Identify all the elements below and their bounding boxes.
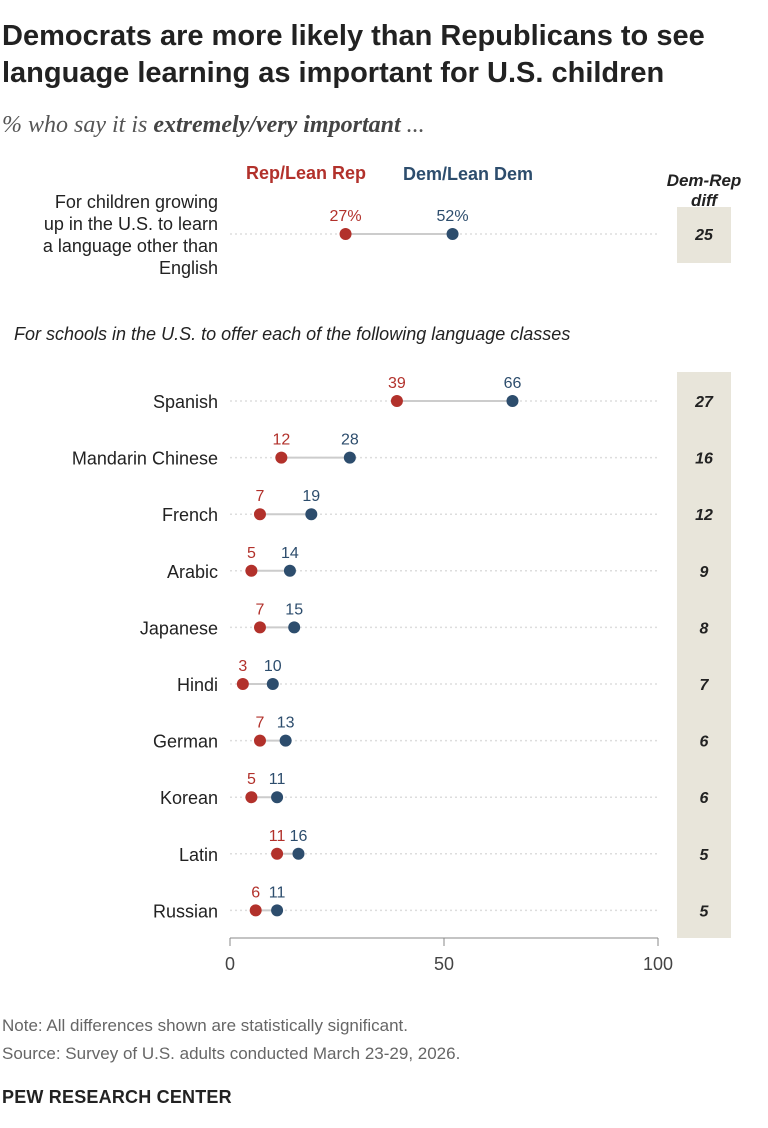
row-label: Hindi [177,675,218,695]
footnote: Note: All differences shown are statisti… [2,1016,408,1035]
top-item-dem-dot [446,228,459,240]
dem-dot [279,734,292,747]
chart-title: Democrats are more likely than Republica… [2,20,705,89]
x-tick-label: 50 [434,954,454,974]
dem-dot [266,678,279,690]
rep-dot [253,621,266,634]
rep-dot [275,451,288,464]
rep-value-label: 7 [256,488,265,505]
row-label: French [162,505,218,525]
rep-dot [271,847,284,860]
row-label: Russian [153,901,218,921]
rep-dot [245,564,258,577]
brand-logo-text: PEW RESEARCH CENTER [2,1087,232,1107]
rep-value-label: 6 [251,884,260,901]
dem-value-label: 19 [302,488,320,505]
rep-dot [390,395,403,407]
diff-value: 6 [700,734,709,751]
rep-value-label: 5 [247,771,256,788]
top-item-diff: 25 [694,227,714,244]
subtitle-emphasis: extremely/very important [153,112,401,138]
diff-value: 16 [695,451,713,468]
dem-value-label: 11 [269,771,286,788]
rep-dot [249,904,262,917]
rep-value-label: 5 [247,545,256,562]
legend-dem: Dem/Lean Dem [403,164,533,184]
rep-dot [253,508,266,521]
subtitle-tail: ... [400,112,425,138]
x-tick-label: 0 [225,954,235,974]
rep-value-label: 12 [272,432,290,449]
diff-value: 5 [700,847,710,864]
dem-dot [506,395,519,407]
dem-dot [343,451,356,464]
x-tick-label: 100 [643,954,673,974]
rep-value-label: 39 [388,375,406,392]
dem-value-label: 13 [277,715,295,732]
diff-header-line1: Dem-Rep [667,171,742,190]
rep-dot [245,791,258,804]
row-label: Latin [179,845,218,865]
source-note: Source: Survey of U.S. adults conducted … [2,1044,461,1063]
subtitle-lead: % who say it is [2,112,154,138]
diff-header-line2: diff [691,191,719,210]
row-label: Arabic [167,562,218,582]
top-item-rep-dot [339,228,352,240]
rep-value-label: 7 [256,715,265,732]
dem-value-label: 28 [341,432,359,449]
dem-value-label: 16 [290,828,308,845]
row-label: German [153,732,218,752]
rep-value-label: 3 [238,658,247,675]
diff-panel-top [677,207,731,263]
diff-value: 8 [700,620,709,637]
chart-subtitle: % who say it is extremely/very important… [2,112,425,139]
dem-dot [292,847,305,860]
dem-value-label: 15 [285,601,303,618]
row-label: Japanese [140,618,218,638]
diff-value: 5 [700,903,710,920]
dem-dot [283,564,296,577]
dem-dot [305,508,318,521]
rep-value-label: 11 [269,828,286,845]
diff-value: 7 [700,677,710,694]
top-item-label-line: For children growing [55,192,218,212]
top-item-label-line: up in the U.S. to learn [44,214,218,234]
top-item-label-line: English [159,258,218,278]
diff-value: 6 [700,790,709,807]
diff-value: 12 [695,507,713,524]
row-label: Spanish [153,392,218,412]
rep-value-label: 7 [256,601,265,618]
dem-value-label: 11 [269,884,286,901]
top-item-dem-label: 52% [437,208,469,225]
section-label: For schools in the U.S. to offer each of… [14,324,570,344]
rep-dot [236,678,249,690]
dem-dot [271,904,284,917]
dem-value-label: 14 [281,545,299,562]
rep-dot [253,734,266,747]
row-label: Mandarin Chinese [72,449,218,469]
top-item-label-line: a language other than [43,236,218,256]
diff-value: 9 [700,564,709,581]
legend-rep: Rep/Lean Rep [246,163,366,183]
diff-panel [677,372,731,938]
dem-dot [288,621,301,634]
dem-value-label: 66 [504,375,522,392]
diff-value: 27 [694,394,714,411]
row-label: Korean [160,788,218,808]
top-item-rep-label: 27% [330,208,362,225]
dem-dot [271,791,284,804]
dem-value-label: 10 [264,658,282,675]
